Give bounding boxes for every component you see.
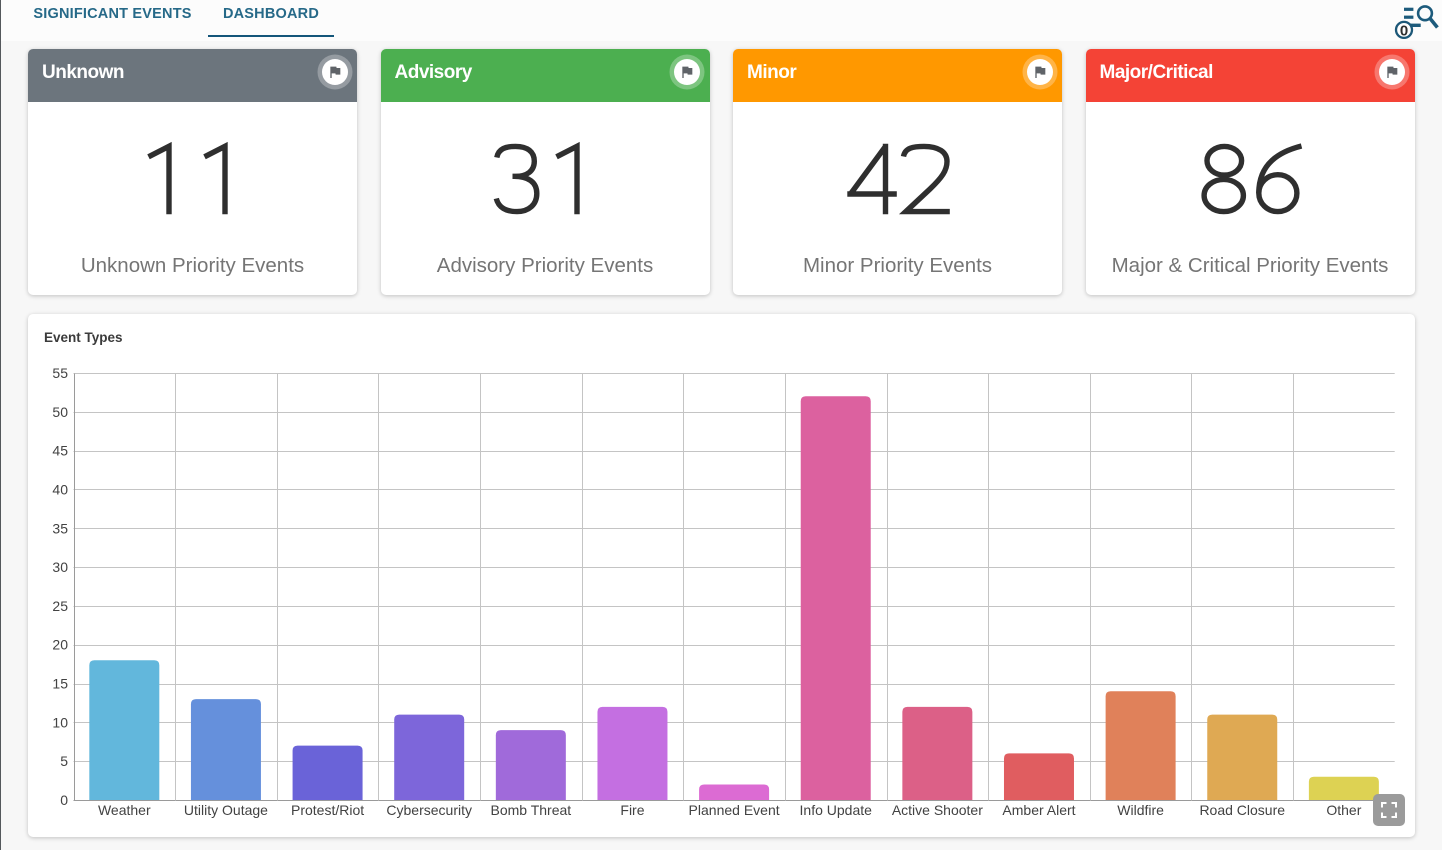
svg-text:50: 50	[52, 404, 68, 420]
svg-text:5: 5	[60, 753, 68, 769]
svg-text:30: 30	[52, 559, 68, 575]
svg-text:15: 15	[52, 676, 68, 692]
svg-text:Cybersecurity: Cybersecurity	[386, 802, 472, 818]
svg-text:35: 35	[52, 520, 68, 536]
svg-text:Amber Alert: Amber Alert	[1002, 802, 1075, 818]
svg-text:55: 55	[52, 365, 68, 381]
svg-text:Fire: Fire	[620, 802, 644, 818]
svg-text:10: 10	[52, 714, 68, 730]
svg-text:40: 40	[52, 481, 68, 497]
svg-text:Planned Event: Planned Event	[689, 802, 780, 818]
svg-text:Bomb Threat: Bomb Threat	[490, 802, 571, 818]
svg-text:Wildfire: Wildfire	[1117, 802, 1164, 818]
svg-text:Other: Other	[1326, 802, 1361, 818]
svg-text:Active Shooter: Active Shooter	[892, 802, 983, 818]
svg-text:Utility Outage: Utility Outage	[184, 802, 268, 818]
svg-text:Info Update: Info Update	[800, 802, 873, 818]
svg-text:25: 25	[52, 598, 68, 614]
svg-text:0: 0	[1400, 22, 1408, 39]
svg-text:0: 0	[60, 792, 68, 808]
svg-text:20: 20	[52, 637, 68, 653]
svg-text:45: 45	[52, 443, 68, 459]
svg-text:Protest/Riot: Protest/Riot	[291, 802, 364, 818]
svg-text:Road Closure: Road Closure	[1199, 802, 1285, 818]
svg-text:Weather: Weather	[98, 802, 151, 818]
